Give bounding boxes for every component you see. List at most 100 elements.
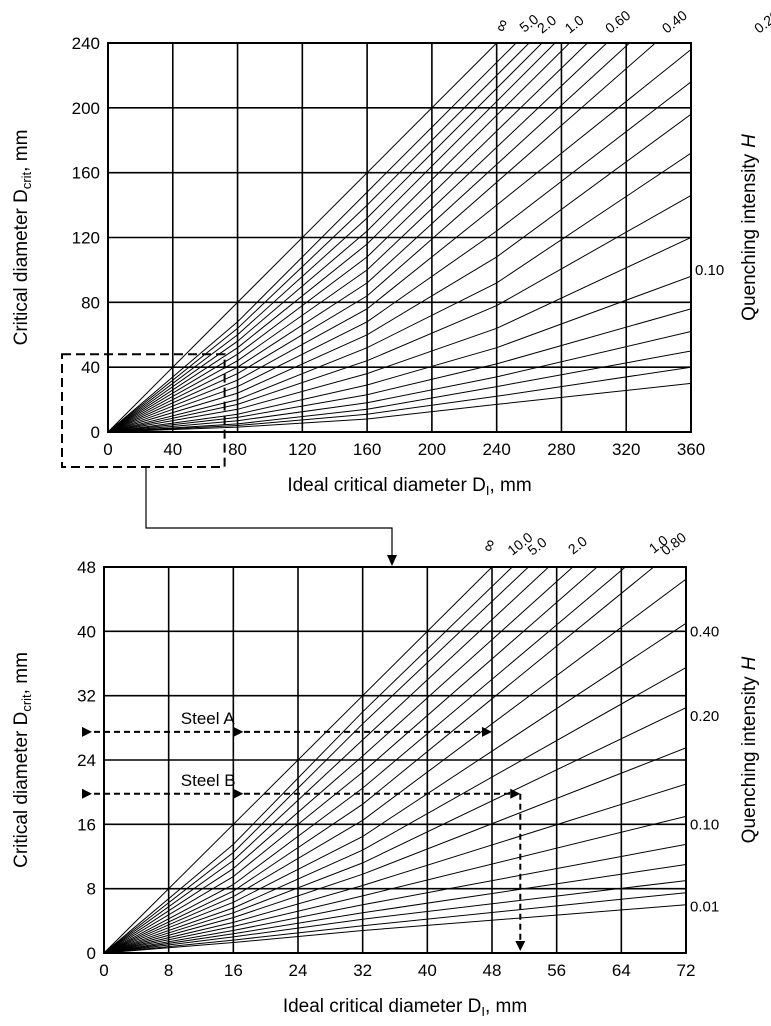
series-line-3 xyxy=(108,43,543,432)
x-tick-label: 40 xyxy=(163,440,182,459)
grid xyxy=(104,567,686,953)
y-tick-label: 0 xyxy=(91,423,100,442)
x-tick-label: 64 xyxy=(612,961,631,980)
series-line-9 xyxy=(104,622,686,953)
h-label-right: 0.10 xyxy=(695,262,724,279)
series-line-13 xyxy=(104,783,686,953)
series-line-11 xyxy=(104,707,686,953)
x-tick-label: 32 xyxy=(353,961,372,980)
steel-arrowhead xyxy=(482,726,492,737)
series-line-6 xyxy=(108,43,588,432)
y-tick-label: 48 xyxy=(77,558,96,577)
y-tick-label: 32 xyxy=(77,687,96,706)
series-line-5 xyxy=(108,43,570,432)
y-tick-label: 24 xyxy=(77,751,96,770)
series-line-4 xyxy=(104,567,574,953)
y-tick-label: 16 xyxy=(77,815,96,834)
x-tick-label: 16 xyxy=(224,961,243,980)
steel-arrowhead xyxy=(233,726,244,737)
x-tick-label: 48 xyxy=(483,961,502,980)
x-tick-label: 24 xyxy=(289,961,308,980)
y-tick-label: 40 xyxy=(77,622,96,641)
series-line-19 xyxy=(108,350,691,432)
series-line-17 xyxy=(104,880,686,953)
x-tick-label: 200 xyxy=(418,440,446,459)
steel-arrowhead xyxy=(515,941,526,951)
series-line-10 xyxy=(104,667,686,953)
h-label-top: 0.60 xyxy=(602,7,633,37)
right-axis-title: Quenching intensityH xyxy=(739,656,760,843)
y-tick-label: 240 xyxy=(72,34,100,53)
h-label-right: 0.40 xyxy=(690,623,719,640)
x-tick-label: 0 xyxy=(99,961,108,980)
series-line-19 xyxy=(104,904,686,953)
series-line-8 xyxy=(108,43,630,432)
series-line-16 xyxy=(104,864,686,953)
series-line-1 xyxy=(108,43,517,432)
series-line-17 xyxy=(108,308,691,432)
series-line-16 xyxy=(108,275,691,432)
y-axis-title: Critical diameter Dcrit, mm xyxy=(11,130,34,346)
steel-label: Steel A xyxy=(181,709,236,728)
x-tick-label: 280 xyxy=(547,440,575,459)
series-line-1 xyxy=(104,567,513,953)
connector-arrowhead xyxy=(387,555,397,566)
curves xyxy=(108,43,691,432)
series-line-0 xyxy=(104,567,493,953)
x-axis-title: Ideal critical diameter DI, mm xyxy=(283,996,527,1019)
y-tick-label: 40 xyxy=(81,358,100,377)
series-line-15 xyxy=(104,843,686,953)
y-tick-label: 8 xyxy=(87,880,96,899)
y-tick-label: 160 xyxy=(72,164,100,183)
x-tick-label: 320 xyxy=(612,440,640,459)
h-label-top: 0.80 xyxy=(658,529,689,559)
h-label-top: 0.40 xyxy=(659,7,690,37)
y-tick-label: 80 xyxy=(81,293,100,312)
x-tick-label: 120 xyxy=(288,440,316,459)
series-line-5 xyxy=(104,567,598,953)
series-line-11 xyxy=(108,81,691,432)
series-line-7 xyxy=(104,567,655,953)
series-line-9 xyxy=(108,43,656,432)
curves xyxy=(104,567,686,953)
steel-label: Steel B xyxy=(181,771,236,790)
x-tick-label: 160 xyxy=(353,440,381,459)
upper-chart: 0 40 80 120 160 200 240 280 320 360 0 40 80 120 160 200… xyxy=(11,7,771,498)
series-line-10 xyxy=(108,49,691,432)
steel-arrowhead xyxy=(82,788,92,799)
series-line-18 xyxy=(108,331,691,432)
series-line-14 xyxy=(104,815,686,953)
series-line-2 xyxy=(104,567,529,953)
right-axis-title: Quenching intensityH xyxy=(739,134,760,321)
series-line-18 xyxy=(104,892,686,953)
steel-arrowhead xyxy=(510,788,521,799)
series-line-4 xyxy=(108,43,556,432)
y-axis-title: Critical diameter Dcrit, mm xyxy=(11,652,34,868)
h-label-top: 1.0 xyxy=(562,12,587,37)
x-axis-title: Ideal critical diameter DI, mm xyxy=(287,475,531,498)
y-tick-label: 0 xyxy=(87,944,96,963)
plot-frame xyxy=(107,42,692,433)
y-tick-label: 200 xyxy=(72,99,100,118)
h-label-right: 0.10 xyxy=(690,816,719,833)
series-line-12 xyxy=(108,113,691,432)
connector-line xyxy=(145,467,393,558)
h-label-top: 2.0 xyxy=(565,533,590,558)
series-line-0 xyxy=(108,43,498,432)
steel-arrowhead xyxy=(233,788,244,799)
series-line-13 xyxy=(108,152,691,432)
h-label-top: ∞ xyxy=(491,16,513,34)
series-line-7 xyxy=(108,43,608,432)
plot-frame xyxy=(103,566,687,954)
series-line-3 xyxy=(104,567,549,953)
grid xyxy=(108,43,691,432)
h-label-top: 0.20 xyxy=(751,7,771,37)
x-tick-label: 72 xyxy=(677,961,696,980)
h-label-right: 0.20 xyxy=(690,708,719,725)
annotations: Steel A Steel B xyxy=(82,709,526,951)
x-tick-label: 56 xyxy=(547,961,566,980)
series-line-8 xyxy=(104,578,686,953)
